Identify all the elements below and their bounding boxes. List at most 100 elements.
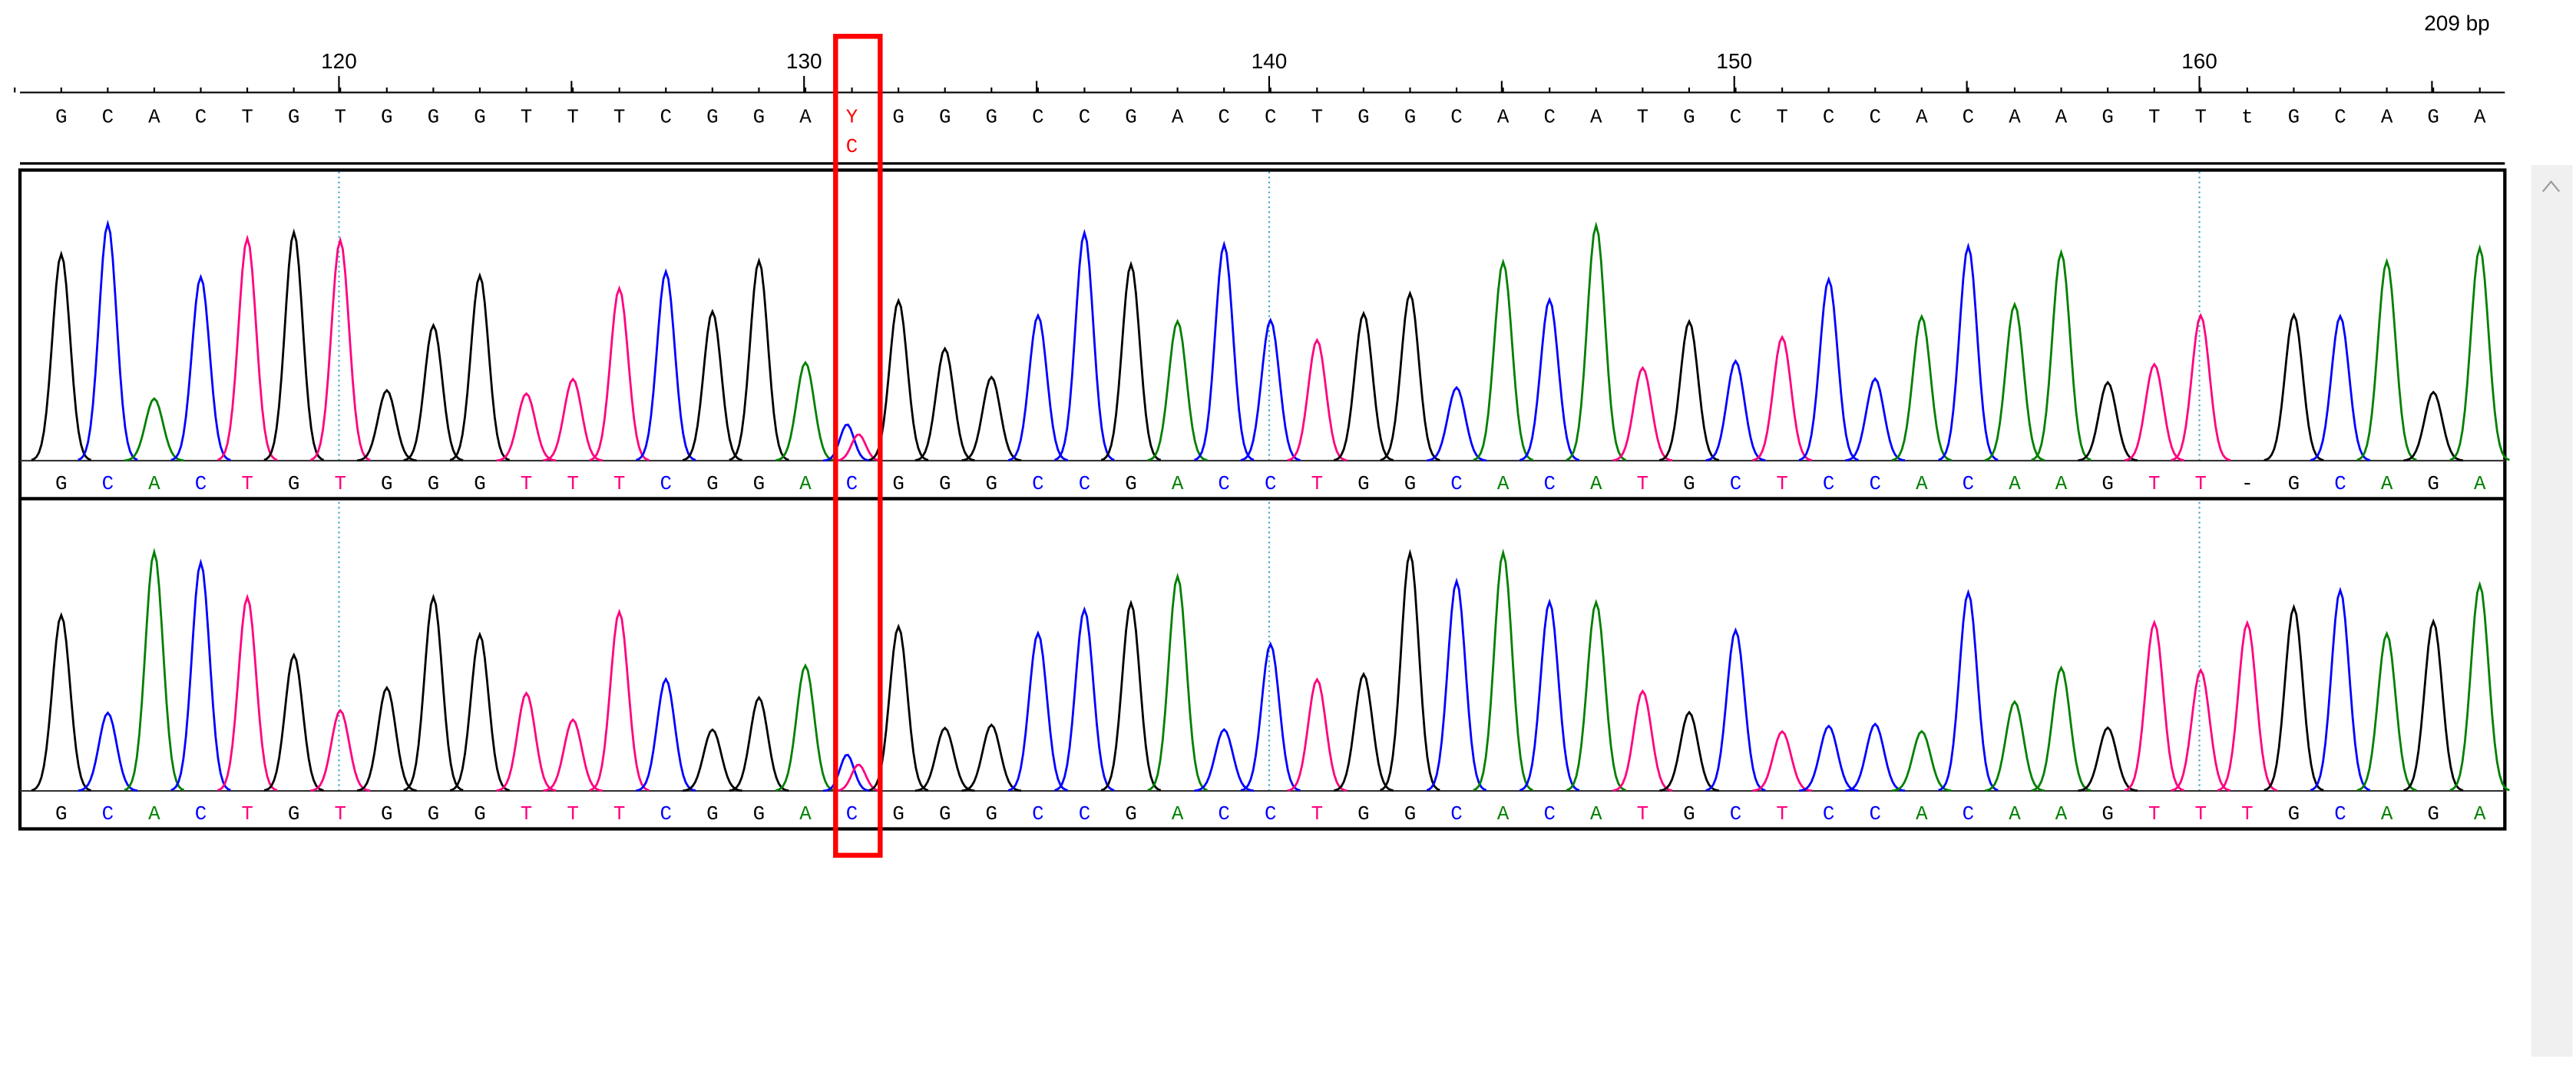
trace-base: C <box>1032 803 1043 825</box>
trace-peak <box>1287 677 1348 792</box>
consensus-base: C <box>1823 106 1834 128</box>
trace-peak <box>78 711 138 792</box>
trace-base: C <box>1450 473 1462 495</box>
consensus-base: G <box>706 106 718 128</box>
trace-peak <box>1333 672 1394 792</box>
trace-base: G <box>55 803 67 825</box>
trace-peak <box>356 389 417 462</box>
trace-base: G <box>939 473 951 495</box>
trace-peak <box>1147 572 1208 792</box>
trace-base: C <box>102 473 114 495</box>
trace-base: T <box>2195 803 2207 825</box>
trace-peak <box>1240 317 1301 461</box>
trace-peak <box>1380 548 1440 792</box>
trace-peak <box>1100 599 1162 792</box>
trace-peak <box>1984 301 2045 461</box>
trace-peak <box>1938 242 1999 461</box>
trace-peak <box>1705 627 1766 792</box>
trace-peak <box>823 423 871 462</box>
trace-peak <box>2171 313 2231 461</box>
content: 120 130 140 150 160 G C A C T G T G G G T T T C G G A Y G G G C C G A… <box>14 49 2510 825</box>
trace-peak <box>636 268 696 461</box>
trace-base: A <box>2381 803 2393 825</box>
consensus-base: A <box>2009 106 2021 128</box>
trace-base: G <box>753 473 765 495</box>
trace-peak <box>31 250 91 461</box>
trace-base: T <box>613 473 625 495</box>
trace-base: T <box>1311 803 1323 825</box>
trace-peak <box>1519 296 1580 461</box>
trace-base: C <box>1730 473 1741 495</box>
trace-peak <box>636 676 696 792</box>
trace-base: T <box>241 803 253 825</box>
trace-peak <box>217 234 278 461</box>
consensus-base: A <box>1172 106 1184 128</box>
scroll-up-arrow[interactable] <box>2541 180 2561 193</box>
trace-peak <box>2031 249 2092 461</box>
trace-base: A <box>1497 473 1510 495</box>
trace-base: G <box>474 803 485 825</box>
trace-base: C <box>1265 473 1276 495</box>
consensus-base: G <box>1683 106 1695 128</box>
trace-peak <box>2403 390 2464 462</box>
trace-peak <box>682 728 742 792</box>
consensus-base: C <box>1870 106 1881 128</box>
trace-base: C <box>1870 803 1881 825</box>
consensus-base: G <box>2101 106 2113 128</box>
trace-base: T <box>521 803 532 825</box>
trace-base: G <box>1125 803 1136 825</box>
trace-peak <box>2356 630 2417 792</box>
trace-peak <box>1752 335 1813 461</box>
trace-peak <box>1426 577 1487 792</box>
consensus-base: C <box>1963 106 1974 128</box>
trace-base: G <box>1683 803 1695 825</box>
consensus-base: T <box>2195 106 2207 128</box>
trace-base: T <box>1637 803 1648 825</box>
consensus-base: C <box>195 106 207 128</box>
trace-base: C <box>1032 473 1043 495</box>
trace-peak <box>170 558 231 792</box>
trace-base: C <box>2334 473 2346 495</box>
trace-base: A <box>1172 803 1184 825</box>
trace-base: G <box>55 473 67 495</box>
scrollbar[interactable] <box>2531 165 2573 1057</box>
consensus-base: A <box>2381 106 2393 128</box>
consensus-base: C <box>102 106 114 128</box>
trace-peak <box>1658 319 1720 461</box>
trace-base: A <box>1172 473 1184 495</box>
trace-base: G <box>2288 803 2300 825</box>
trace-peak <box>496 392 557 462</box>
consensus-base: A <box>2474 106 2486 128</box>
trace-peak <box>2449 244 2510 461</box>
trace-base: G <box>474 473 485 495</box>
trace-peak <box>823 753 871 792</box>
trace-base: G <box>1357 803 1369 825</box>
trace-peak <box>1100 260 1162 461</box>
trace-base: C <box>1079 803 1090 825</box>
trace-base: G <box>381 803 392 825</box>
consensus-base: C <box>1032 106 1043 128</box>
trace-peak <box>78 219 138 461</box>
trace-base: G <box>428 803 439 825</box>
trace-peak <box>1333 310 1394 461</box>
highlight-box <box>833 34 883 858</box>
trace-base: T <box>1637 473 1648 495</box>
trace-peak <box>1194 728 1255 792</box>
trace-base: G <box>939 803 951 825</box>
length-label: 209 bp <box>2424 12 2489 35</box>
trace-base: A <box>1590 803 1602 825</box>
trace-peak <box>729 257 789 461</box>
trace-base: A <box>1916 473 1928 495</box>
consensus-base: C <box>1730 106 1741 128</box>
trace-peak <box>2356 257 2417 461</box>
trace-base: A <box>2381 473 2393 495</box>
trace-base: G <box>892 473 904 495</box>
trace-peak <box>124 547 185 792</box>
trace-base: C <box>1079 473 1090 495</box>
trace-base: G <box>1357 473 1369 495</box>
trace-peak <box>1007 313 1068 461</box>
trace-base: A <box>2055 473 2068 495</box>
trace-peak <box>449 272 511 461</box>
trace-peak <box>2264 604 2324 792</box>
